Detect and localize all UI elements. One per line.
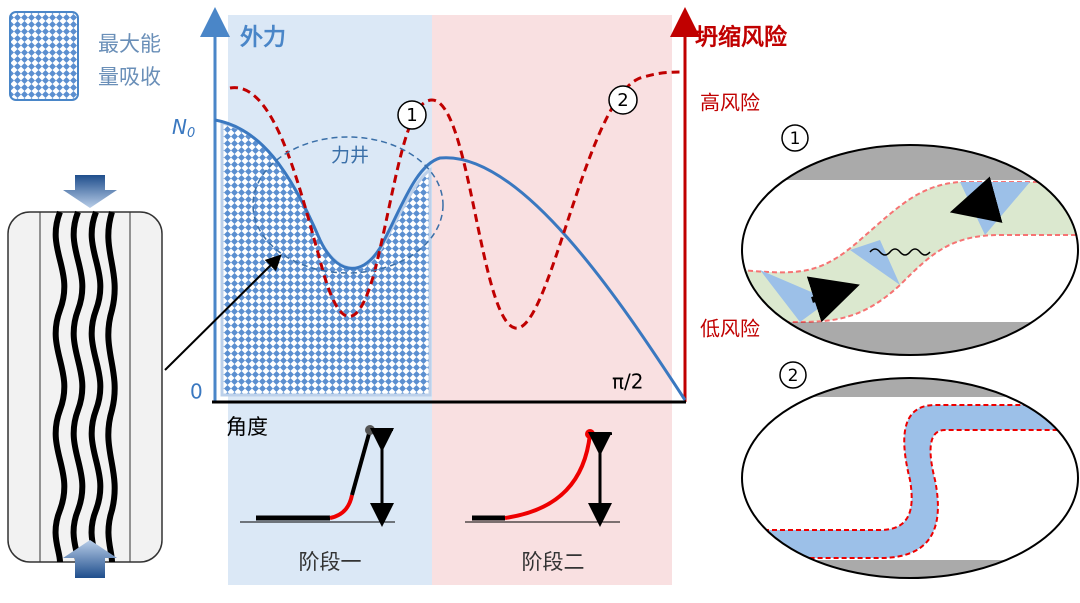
x-end-label: π/2 [612,370,644,394]
force-well [252,136,444,274]
specimen-walls [52,210,118,563]
marker-circle [397,100,427,130]
bottom-arrow [63,540,117,578]
low-label: 低风险 [700,317,760,341]
legend-swatch [9,11,79,101]
top-arrow [63,175,117,208]
left-label: 外力 [240,24,286,51]
marker-circle [779,361,807,389]
legend-text: 最大能 [98,32,161,56]
stage-one-sketch [240,425,395,527]
marker-circle [781,124,809,152]
marker-label: 1 [790,129,801,149]
right-label: 坍缩风险 [695,24,788,51]
marker-label: 2 [788,366,799,386]
stage-label: 阶段二 [522,550,585,574]
detail-frame [741,144,1079,356]
risk-curve [229,70,686,330]
marker-label: 2 [617,90,628,111]
pointer-arrow [164,254,282,371]
stage-label: 阶段一 [299,550,362,574]
detail-frame [741,377,1079,579]
annotation: 力井 [331,145,369,167]
marker-label: 1 [406,105,417,126]
origin-label: 0 [190,380,203,404]
force-curve [214,118,687,401]
y-top-label: N0 [172,115,195,141]
legend-text: 量吸收 [98,65,161,89]
high-label: 高风险 [700,91,760,115]
x-label: 角度 [226,415,268,439]
stage-two-sketch [465,429,620,527]
marker-circle [608,85,638,115]
